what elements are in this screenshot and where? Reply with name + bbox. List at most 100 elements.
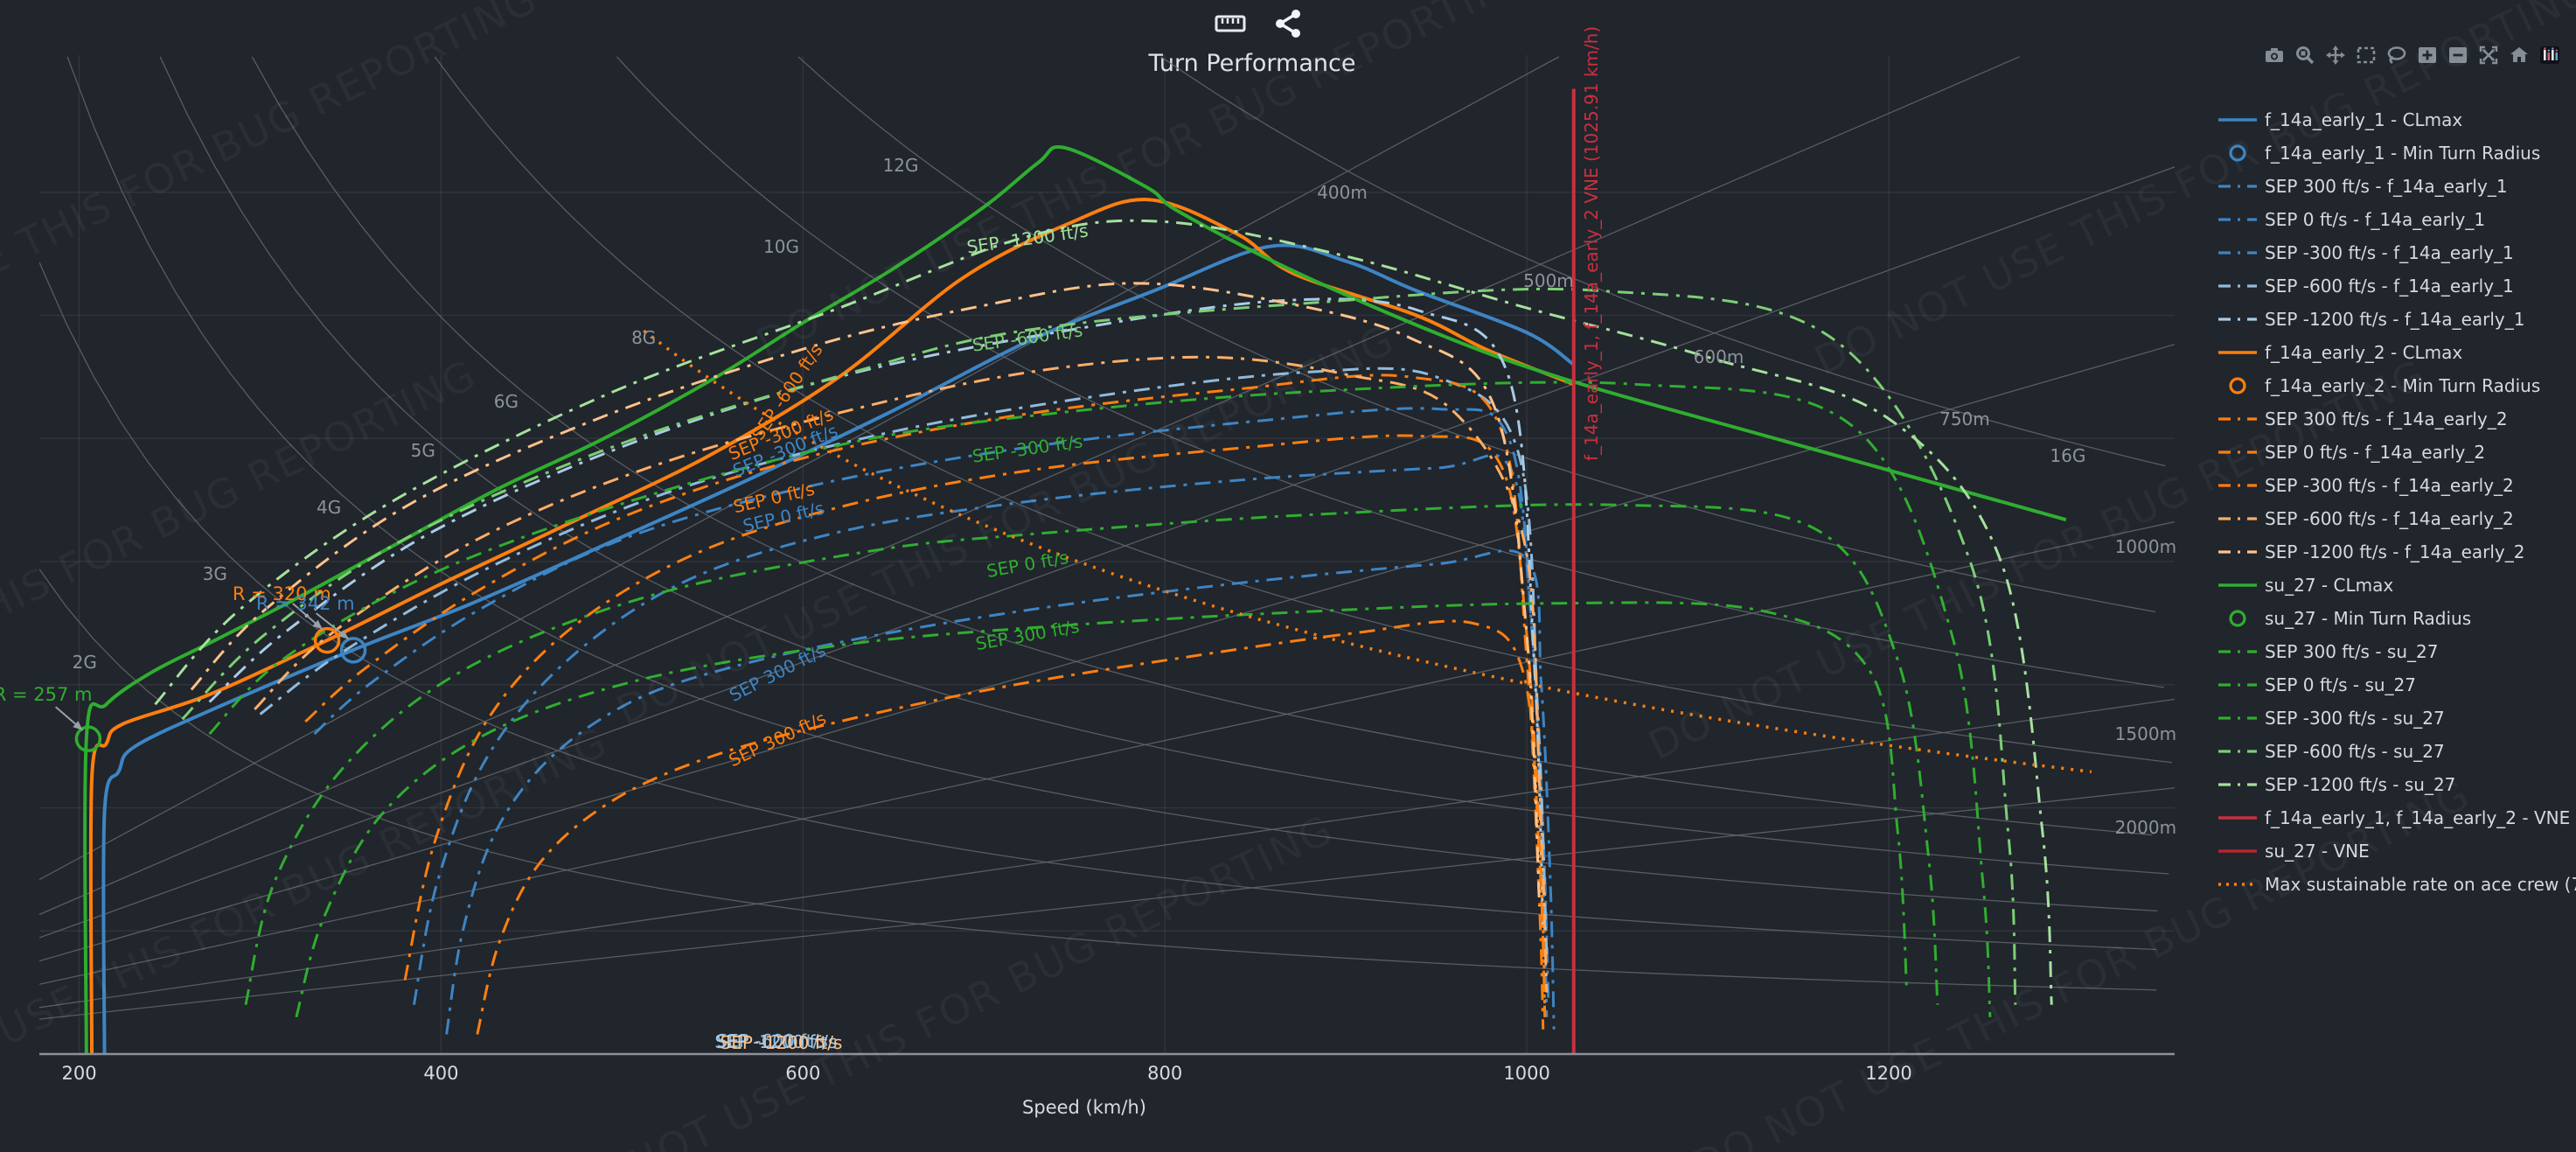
x-tick-label: 1200 [1865, 1063, 1912, 1084]
legend-item-label: SEP 0 ft/s - f_14a_early_1 [2265, 209, 2486, 230]
zoom-out-button[interactable] [2447, 45, 2469, 68]
legend-dashdot-marker [2217, 542, 2258, 562]
legend-item[interactable]: f_14a_early_1 - CLmax [2217, 103, 2567, 136]
share-icon [1274, 9, 1302, 42]
magnifier-icon [2294, 45, 2315, 69]
g-load-label: 4G [316, 497, 342, 519]
download-plot-button[interactable] [2263, 45, 2286, 68]
legend-item[interactable]: SEP -600 ft/s - f_14a_early_2 [2217, 502, 2567, 535]
legend-item-label: SEP -600 ft/s - su_27 [2265, 741, 2445, 762]
legend-item-label: su_27 - VNE [2265, 841, 2370, 862]
legend-item-label: SEP -1200 ft/s - f_14a_early_1 [2265, 309, 2525, 330]
legend-item[interactable]: SEP -600 ft/s - su_27 [2217, 735, 2567, 768]
legend-item[interactable]: su_27 - CLmax [2217, 569, 2567, 602]
legend-item[interactable]: f_14a_early_1 - Min Turn Radius [2217, 136, 2567, 170]
legend-item-label: SEP -300 ft/s - su_27 [2265, 708, 2445, 729]
box-select-button[interactable] [2355, 45, 2378, 68]
legend-item-label: SEP 0 ft/s - su_27 [2265, 674, 2416, 695]
legend-item-label: SEP 0 ft/s - f_14a_early_2 [2265, 442, 2486, 463]
series-f-14a-early-1-clmax [101, 243, 1575, 1054]
g-load-label: 6G [493, 391, 519, 413]
x-axis-title: Speed (km/h) [1022, 1097, 1146, 1118]
legend-item[interactable]: f_14a_early_2 - CLmax [2217, 336, 2567, 369]
legend-item[interactable]: Max sustainable rate on ace crew (7.5G) [2217, 868, 2576, 901]
series-sep-1200-ft-s-f-14a-early-1 [208, 297, 1545, 932]
turn-radius-label: 1000m [2114, 536, 2177, 558]
legend-item[interactable]: SEP -1200 ft/s - f_14a_early_1 [2217, 303, 2567, 336]
legend-item-label: f_14a_early_1, f_14a_early_2 - VNE [2265, 807, 2571, 828]
legend-item[interactable]: su_27 - VNE [2217, 834, 2567, 868]
legend-item-label: SEP -600 ft/s - f_14a_early_1 [2265, 276, 2514, 297]
series-sep-300-ft-s-f-14a-early-1 [445, 548, 1556, 1035]
legend-item[interactable]: SEP 300 ft/s - su_27 [2217, 635, 2567, 668]
g-load-label: 2G [72, 652, 97, 674]
lasso-select-button[interactable] [2385, 45, 2408, 68]
x-tick-label: 800 [1147, 1063, 1183, 1084]
legend-item[interactable]: SEP 300 ft/s - f_14a_early_1 [2217, 170, 2567, 203]
series-sep-300-ft-s-su-27 [208, 381, 1992, 1017]
legend-circle-marker [2217, 143, 2258, 163]
reset-axes-button[interactable] [2508, 45, 2531, 68]
share-button[interactable] [1271, 9, 1305, 42]
legend-dashdot-marker [2217, 243, 2258, 262]
plotly-logo-icon [2539, 45, 2560, 69]
legend-item-label: f_14a_early_2 - Min Turn Radius [2265, 375, 2541, 396]
zoom-button[interactable] [2294, 45, 2316, 68]
min-turn-radius-marker [74, 725, 102, 752]
legend-dashdot-marker [2217, 476, 2258, 495]
x-tick-label: 600 [785, 1063, 821, 1084]
plus-square-icon [2417, 45, 2438, 69]
camera-icon [2264, 45, 2285, 69]
pan-button[interactable] [2324, 45, 2347, 68]
x-tick-label: 1000 [1503, 1063, 1550, 1084]
legend-item[interactable]: SEP -600 ft/s - f_14a_early_1 [2217, 269, 2567, 303]
g-load-label: 5G [410, 440, 435, 462]
legend-item[interactable]: su_27 - Min Turn Radius [2217, 602, 2567, 635]
series-sep-1200-ft-s-f-14a-early-2 [190, 282, 1542, 907]
legend-dashdot-marker [2217, 709, 2258, 728]
lasso-icon [2386, 45, 2407, 69]
legend-item-label: SEP -600 ft/s - f_14a_early_2 [2265, 508, 2514, 529]
zoom-in-button[interactable] [2416, 45, 2439, 68]
vne-annotation: f_14a_early_1, f_14a_early_2 VNE (1025.9… [1580, 25, 1602, 461]
legend-dashdot-marker [2217, 443, 2258, 462]
g-load-label: 16G [2050, 444, 2086, 466]
legend-item-label: SEP 300 ft/s - f_14a_early_2 [2265, 408, 2508, 429]
legend-item[interactable]: SEP 300 ft/s - f_14a_early_2 [2217, 402, 2567, 436]
ruler-icon [1215, 12, 1246, 38]
legend-item[interactable]: f_14a_early_1, f_14a_early_2 - VNE [2217, 801, 2571, 834]
legend-item-label: SEP 300 ft/s - f_14a_early_1 [2265, 176, 2508, 197]
legend-item[interactable]: SEP -1200 ft/s - f_14a_early_2 [2217, 535, 2567, 569]
autoscale-button[interactable] [2477, 45, 2500, 68]
plotly-modebar [2263, 45, 2561, 68]
g-load-label: 12G [882, 154, 919, 176]
turn-radius-label: 1500m [2114, 723, 2177, 745]
legend-item[interactable]: SEP -300 ft/s - f_14a_early_1 [2217, 236, 2567, 269]
legend-dashdot-marker [2217, 409, 2258, 429]
legend-item[interactable]: SEP 0 ft/s - f_14a_early_1 [2217, 203, 2567, 236]
plotly-logo-button[interactable] [2538, 45, 2561, 68]
legend-circle-marker [2217, 609, 2258, 628]
legend-dashdot-marker [2217, 310, 2258, 329]
legend-dashdot-marker [2217, 675, 2258, 695]
legend-item[interactable]: SEP 0 ft/s - su_27 [2217, 668, 2567, 702]
sep-curve-label: SEP -1200 ft/s [714, 1030, 838, 1052]
ruler-button[interactable] [1214, 9, 1247, 42]
series-su-27-clmax [83, 144, 2067, 1054]
legend-item-label: f_14a_early_2 - CLmax [2265, 342, 2463, 363]
legend-item[interactable]: SEP -300 ft/s - su_27 [2217, 702, 2567, 735]
series-sep-300-ft-s-f-14a-early-2 [476, 619, 1547, 1035]
legend-line-marker [2217, 841, 2258, 861]
x-tick-label: 200 [61, 1063, 97, 1084]
legend-item[interactable]: SEP -300 ft/s - f_14a_early_2 [2217, 469, 2567, 502]
series-sep-600-ft-s-su-27 [181, 287, 2017, 1005]
legend-item[interactable]: SEP -1200 ft/s - su_27 [2217, 768, 2567, 801]
legend-item[interactable]: SEP 0 ft/s - f_14a_early_2 [2217, 436, 2567, 469]
legend-item[interactable]: f_14a_early_2 - Min Turn Radius [2217, 369, 2567, 402]
home-icon [2509, 45, 2530, 69]
min-turn-radius-annotation: R = 342 m [255, 592, 355, 614]
series-sep-0-ft-s-f-14a-early-2 [403, 434, 1547, 1017]
legend-item-label: SEP 300 ft/s - su_27 [2265, 641, 2439, 662]
